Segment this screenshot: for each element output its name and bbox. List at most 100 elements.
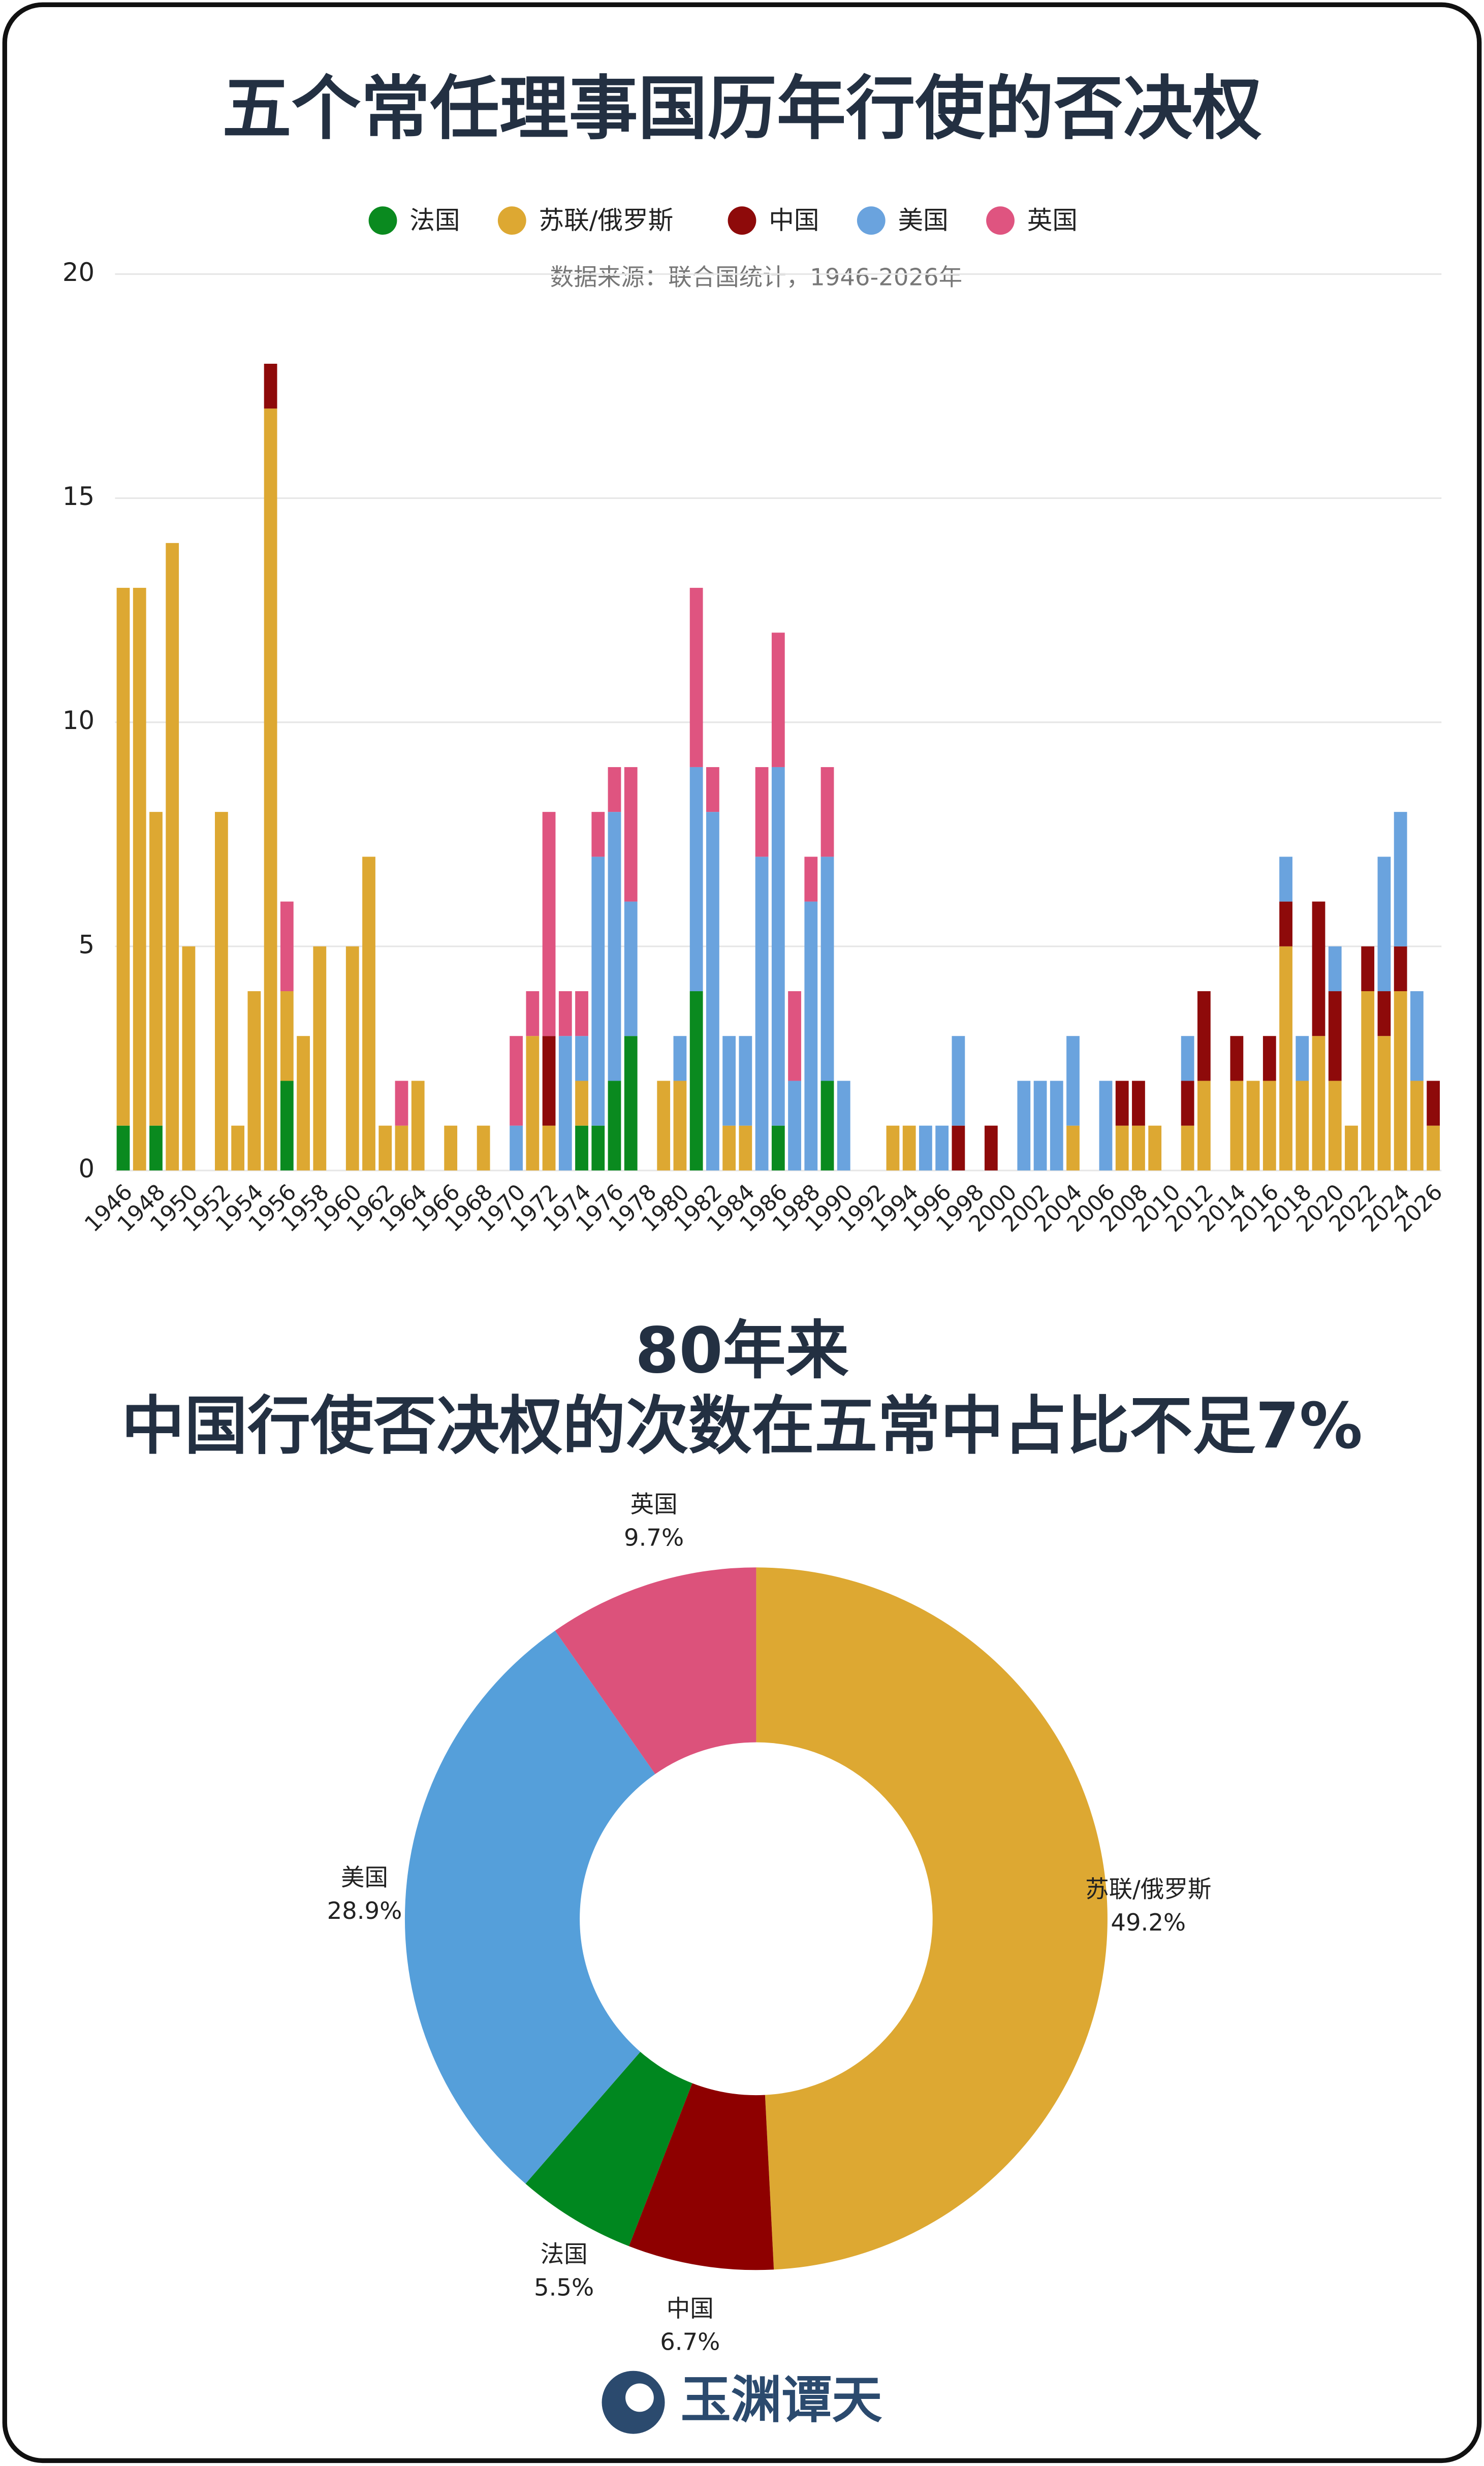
bar-segment (771, 633, 785, 767)
legend-swatch (497, 206, 526, 235)
bar-segment (1296, 1036, 1309, 1081)
bar-segment (362, 857, 375, 1171)
bar-segment (1377, 991, 1391, 1036)
bar-segment (804, 857, 818, 902)
donut-slice (628, 2083, 774, 2270)
legend-swatch (728, 206, 756, 235)
bar-segment (395, 1081, 408, 1126)
slice-value-label: 28.9% (327, 1897, 402, 1924)
bar-segment (902, 1125, 916, 1171)
bar-segment (558, 1036, 572, 1171)
bar-segment (526, 991, 540, 1036)
bar-segment (886, 1125, 900, 1171)
legend-swatch (986, 206, 1015, 235)
bar-segment (1262, 1081, 1276, 1171)
legend-swatch (368, 206, 397, 235)
bar-segment (1361, 946, 1375, 992)
bar-segment (722, 1125, 736, 1171)
bar-segment (1345, 1125, 1358, 1171)
bar-segment (608, 767, 621, 812)
bar-segment (1115, 1081, 1129, 1126)
bar-segment (575, 991, 588, 1036)
bar-segment (264, 363, 277, 409)
bar-segment (755, 857, 769, 1171)
slice-label: 法国 (541, 2240, 588, 2268)
logo: 玉渊谭天 (602, 2370, 882, 2434)
bar-segment (411, 1081, 425, 1171)
bar-segment (1279, 901, 1292, 946)
legend-label: 苏联/俄罗斯 (539, 206, 673, 235)
chart-subtitle: 数据来源：联合国统计，1946-2026年 (550, 263, 962, 291)
bar-segment (1197, 1081, 1211, 1171)
bar-segment (591, 857, 605, 1126)
bar-segment (1148, 1125, 1162, 1171)
bar-segment (182, 946, 196, 1171)
bar-segment (1279, 946, 1292, 1171)
donut-slice (756, 1567, 1108, 2270)
bar-segment (1427, 1125, 1440, 1171)
bar-segment (395, 1125, 408, 1171)
bar-segment (1410, 1081, 1424, 1171)
bar-segment (952, 1036, 965, 1126)
bar-segment (1066, 1036, 1080, 1126)
bar-segment (1181, 1036, 1194, 1081)
bar-segment (1066, 1125, 1080, 1171)
bar-segment (1181, 1081, 1194, 1126)
bar-segment (788, 1081, 801, 1171)
bar-segment (1181, 1125, 1194, 1171)
bar-segment (297, 1036, 310, 1171)
bar-segment (542, 1125, 556, 1171)
slice-value-label: 49.2% (1111, 1909, 1186, 1936)
chart-title: 五个常任理事国历年行使的否决权 (222, 69, 1261, 149)
bar-segment (1017, 1081, 1031, 1171)
bar-segment (510, 1125, 523, 1171)
bar-segment (1410, 991, 1424, 1081)
bar-segment (591, 1125, 605, 1171)
legend-label: 中国 (769, 206, 819, 235)
bar-segment (133, 588, 146, 1171)
bar-segment (935, 1125, 949, 1171)
bar-segment (1377, 1036, 1391, 1171)
slice-label: 美国 (341, 1864, 388, 1891)
bar-segment (804, 901, 818, 1171)
bar-segment (624, 767, 638, 902)
slice-value-label: 6.7% (660, 2328, 720, 2355)
bar-segment (1296, 1081, 1309, 1171)
bar-segment (788, 991, 801, 1081)
bar-segment (1099, 1081, 1113, 1171)
bar-segment (575, 1081, 588, 1126)
slice-value-label: 9.7% (624, 1524, 684, 1551)
bar-segment (345, 946, 359, 1171)
bar-segment (771, 767, 785, 1126)
y-tick-label: 5 (78, 930, 94, 959)
chart-title: 中国行使否决权的次数在五常中占比不足7% (121, 1390, 1363, 1463)
bar-segment (1230, 1036, 1244, 1081)
bar-segment (1394, 812, 1407, 946)
bar-segment (558, 991, 572, 1036)
bar-segment (166, 543, 179, 1171)
bar-segment (820, 1081, 834, 1171)
bar-segment (706, 767, 719, 812)
y-tick-label: 15 (62, 482, 94, 511)
slice-label: 苏联/俄罗斯 (1085, 1876, 1211, 1903)
bar-segment (1279, 857, 1292, 902)
bar-segment (1262, 1036, 1276, 1081)
bar-segment (1394, 991, 1407, 1171)
bar-segment (624, 901, 638, 1036)
slice-label: 中国 (667, 2295, 714, 2322)
donut-slice (555, 1567, 756, 1775)
y-tick-label: 10 (62, 706, 94, 735)
bar-segment (526, 1036, 540, 1171)
bar-segment (1033, 1081, 1047, 1171)
bar-segment (820, 857, 834, 1081)
bar-segment (575, 1125, 588, 1171)
bar-segment (477, 1125, 490, 1171)
legend-label: 英国 (1027, 206, 1078, 235)
legend-label: 法国 (409, 206, 460, 235)
logo-text: 玉渊谭天 (681, 2370, 882, 2429)
bar-segment (1312, 1036, 1325, 1171)
bar-segment (771, 1125, 785, 1171)
bar-segment (247, 991, 261, 1171)
